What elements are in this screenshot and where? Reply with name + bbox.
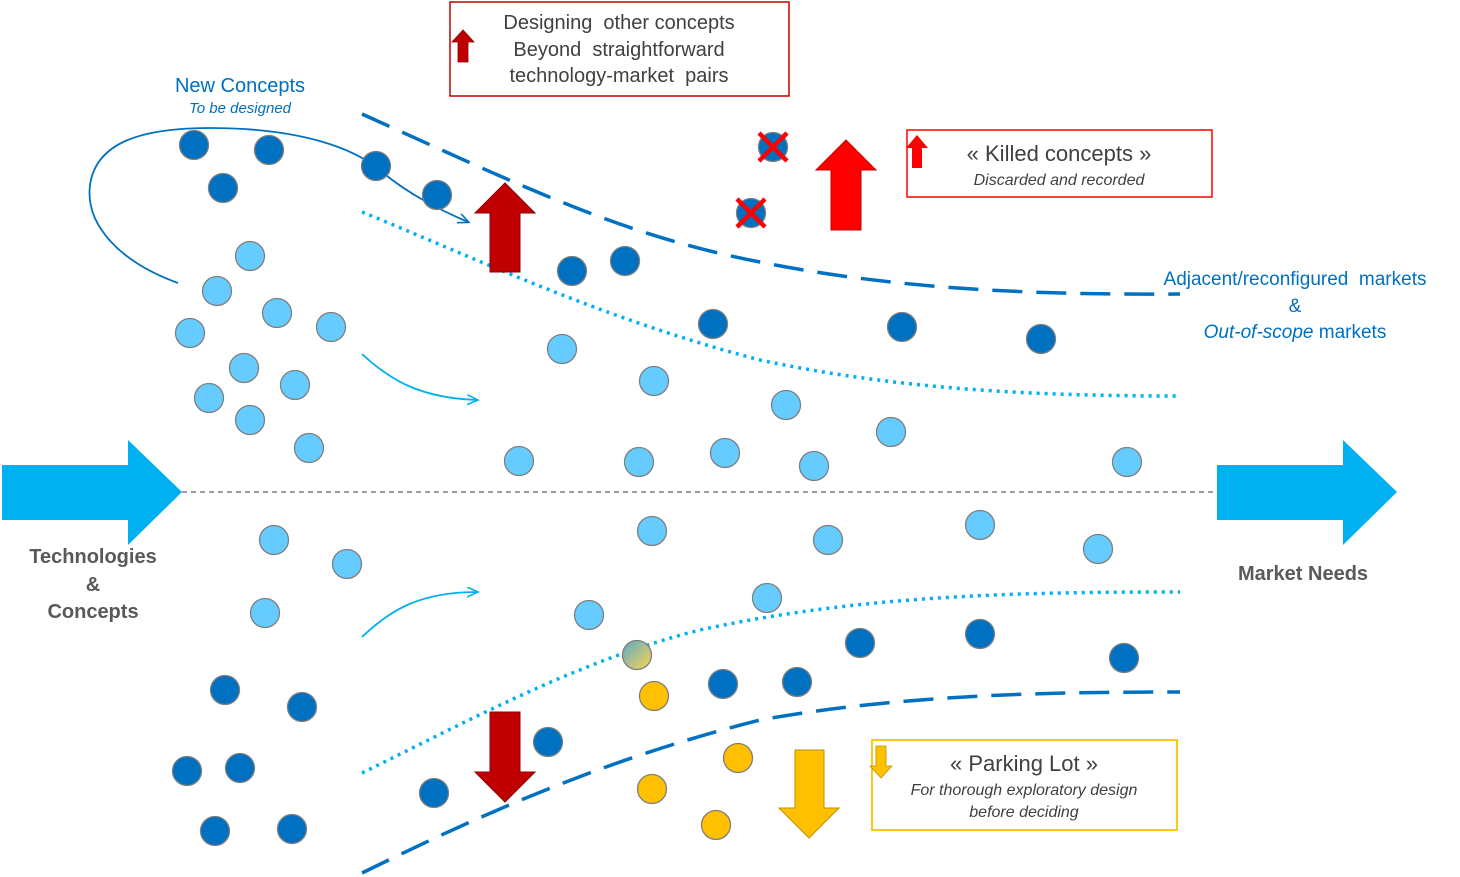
concept-dot-dark bbox=[207, 172, 239, 204]
concept-dot-light bbox=[812, 524, 844, 556]
parking-box-arrow-icon bbox=[869, 745, 893, 779]
concept-dot-light bbox=[1111, 446, 1143, 478]
parking-lot-line2: before deciding bbox=[969, 804, 1079, 821]
concept-dot-dark bbox=[276, 813, 308, 845]
concept-dot-dark bbox=[418, 777, 450, 809]
concept-dot-light bbox=[798, 450, 830, 482]
concept-dot-light bbox=[293, 432, 325, 464]
designing-box-line1: Designing other concepts bbox=[503, 12, 734, 34]
concept-dot-dark bbox=[1025, 323, 1057, 355]
out-of-scope-italic: Out-of-scope bbox=[1204, 322, 1314, 343]
concept-dot-light bbox=[261, 297, 293, 329]
concept-dot-light bbox=[964, 509, 996, 541]
upper-flow-arrow bbox=[361, 353, 477, 400]
concept-dot-dark bbox=[209, 674, 241, 706]
technologies-label-line2: & bbox=[86, 574, 100, 596]
concept-dot-light bbox=[279, 369, 311, 401]
concept-dot-dark bbox=[556, 255, 588, 287]
concept-dot-parked bbox=[636, 773, 668, 805]
parking-down-arrow bbox=[777, 749, 841, 839]
concept-dot-light bbox=[751, 582, 783, 614]
technologies-label-line3: Concepts bbox=[47, 601, 138, 623]
designing-box-line2: Beyond straightforward bbox=[513, 39, 724, 61]
concept-dots bbox=[171, 129, 1143, 847]
designing-box bbox=[449, 1, 790, 97]
designing-up-arrow bbox=[473, 182, 537, 273]
concept-dot-light bbox=[770, 389, 802, 421]
concept-dot-light bbox=[573, 599, 605, 631]
lower-outer-dashed-boundary bbox=[361, 690, 1181, 875]
concept-dot-light bbox=[174, 317, 206, 349]
concept-dot-light bbox=[546, 333, 578, 365]
adjacent-markets-line2: & bbox=[1289, 296, 1302, 317]
market-needs-label: Market Needs bbox=[1238, 563, 1368, 585]
concept-dot-dark bbox=[964, 618, 996, 650]
markets-suffix: markets bbox=[1313, 322, 1386, 343]
upper-outer-dashed-boundary bbox=[361, 112, 1181, 296]
concept-dot-light bbox=[258, 524, 290, 556]
concept-dot-dark bbox=[178, 129, 210, 161]
concept-dot-dark bbox=[224, 752, 256, 784]
concept-dot-dark bbox=[1108, 642, 1140, 674]
concept-dot-light bbox=[201, 275, 233, 307]
concept-dot-parked bbox=[700, 809, 732, 841]
killed-box-subtitle: Discarded and recorded bbox=[974, 172, 1146, 189]
concept-dot-light bbox=[234, 404, 266, 436]
new-concepts-title: New Concepts bbox=[175, 75, 305, 97]
concept-dot-dark bbox=[421, 179, 453, 211]
concept-dot-light bbox=[623, 446, 655, 478]
new-concepts-subtitle: To be designed bbox=[189, 100, 292, 117]
concept-dot-light bbox=[875, 416, 907, 448]
technologies-label-line1: Technologies bbox=[29, 546, 156, 568]
concept-dot-dark bbox=[707, 668, 739, 700]
concept-dot-light bbox=[636, 515, 668, 547]
concept-dot-light bbox=[503, 445, 535, 477]
killed-box-title: « Killed concepts » bbox=[967, 141, 1152, 166]
concept-dot-dark bbox=[781, 666, 813, 698]
concept-dot-parked bbox=[638, 680, 670, 712]
concept-dot-dark bbox=[697, 308, 729, 340]
parking-lot-box bbox=[871, 739, 1178, 831]
designing-box-arrow-icon bbox=[451, 29, 475, 63]
parking-lot-title: « Parking Lot » bbox=[950, 751, 1098, 776]
concept-dot-dark bbox=[886, 311, 918, 343]
concept-dot-light bbox=[234, 240, 266, 272]
concept-dot-light bbox=[193, 382, 225, 414]
killed-box-arrow-icon bbox=[906, 135, 928, 168]
concept-dot-dark bbox=[609, 245, 641, 277]
lower-down-arrow bbox=[473, 711, 537, 803]
adjacent-markets-line1: Adjacent/reconfigured markets bbox=[1164, 269, 1427, 290]
killed-up-arrow bbox=[814, 139, 878, 231]
concept-dot-light bbox=[331, 548, 363, 580]
technologies-input-arrow bbox=[2, 440, 182, 545]
upper-inner-dotted-boundary bbox=[361, 210, 1181, 398]
lower-flow-arrow bbox=[361, 592, 477, 638]
killed-x-icon bbox=[735, 197, 767, 229]
concept-dot-light bbox=[1082, 533, 1114, 565]
concept-dot-dark bbox=[286, 691, 318, 723]
concept-dot-dark bbox=[360, 150, 392, 182]
concept-dot-dark bbox=[844, 627, 876, 659]
concept-dot-dark bbox=[532, 726, 564, 758]
market-needs-output-arrow bbox=[1217, 440, 1397, 545]
concept-dot-light bbox=[315, 311, 347, 343]
concept-dot-dark bbox=[199, 815, 231, 847]
concept-dot-light bbox=[228, 352, 260, 384]
concept-dot-dark bbox=[253, 134, 285, 166]
killed-box bbox=[906, 129, 1213, 198]
parking-lot-line1: For thorough exploratory design bbox=[911, 782, 1138, 799]
concept-dot-light bbox=[249, 597, 281, 629]
adjacent-markets-line3: Out-of-scope markets bbox=[1204, 322, 1387, 343]
lower-inner-dotted-boundary bbox=[361, 590, 1181, 775]
concept-dot-dark bbox=[171, 755, 203, 787]
concept-dot-parked bbox=[722, 742, 754, 774]
designing-box-line3: technology-market pairs bbox=[510, 65, 729, 87]
concept-dot-light bbox=[709, 437, 741, 469]
new-concepts-loop-arrow bbox=[88, 127, 468, 284]
killed-x-icon bbox=[757, 131, 789, 163]
concept-dot-transitional bbox=[621, 639, 653, 671]
concept-dot-light bbox=[638, 365, 670, 397]
